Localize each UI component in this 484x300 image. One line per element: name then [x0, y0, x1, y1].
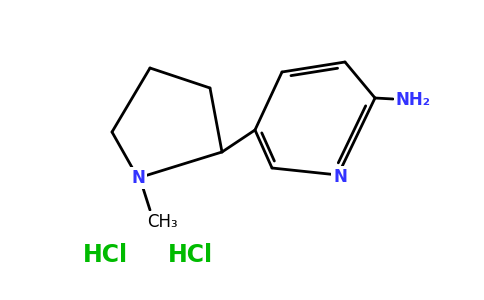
Text: CH₃: CH₃	[147, 213, 177, 231]
Text: HCl: HCl	[82, 243, 128, 267]
Text: NH₂: NH₂	[395, 91, 430, 109]
Text: N: N	[131, 169, 145, 187]
Text: HCl: HCl	[167, 243, 212, 267]
Text: N: N	[333, 168, 347, 186]
